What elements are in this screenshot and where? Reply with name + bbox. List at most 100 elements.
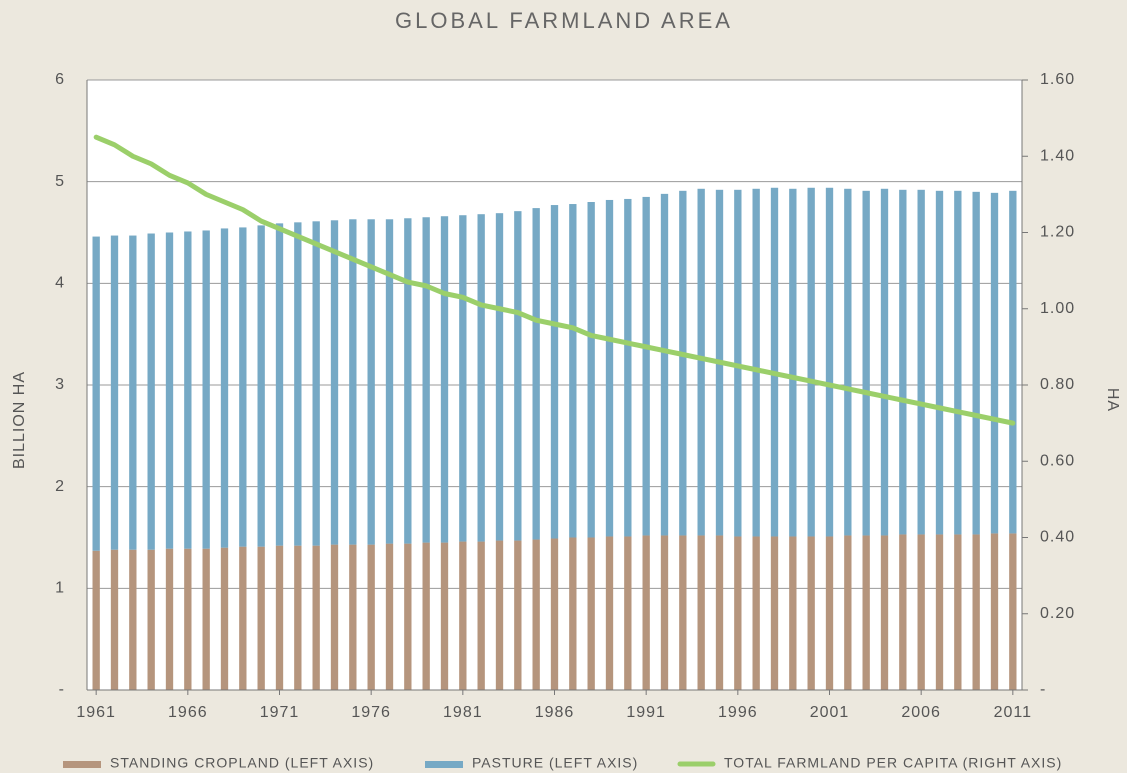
bar [349, 219, 357, 545]
y2-tick-label: 1.40 [1040, 147, 1075, 164]
bar [1009, 533, 1017, 690]
x-tick-label: 1986 [535, 704, 575, 721]
bar [220, 228, 229, 548]
bar [220, 547, 229, 690]
bar [734, 189, 742, 537]
bar [917, 534, 925, 690]
x-tick-label: 2001 [810, 704, 850, 721]
y-tick-label: 2 [55, 478, 65, 495]
bar [385, 219, 394, 544]
bar [404, 218, 412, 544]
bar [642, 196, 650, 536]
bar [275, 223, 284, 546]
y-tick-label: 6 [55, 71, 65, 88]
bar [844, 188, 852, 536]
bar [92, 236, 100, 551]
legend: STANDING CROPLAND (LEFT AXIS) PASTURE (LE… [63, 755, 1062, 771]
bar [202, 548, 210, 690]
bar [569, 537, 577, 690]
bar [789, 536, 797, 690]
bar [459, 215, 467, 542]
x-tick-label: 1981 [443, 704, 483, 721]
bar [990, 192, 999, 534]
y2-tick-label: - [1040, 681, 1046, 698]
bar [367, 219, 375, 545]
bar [679, 535, 687, 690]
bar [972, 534, 980, 690]
bar [587, 202, 595, 538]
bar [660, 535, 669, 690]
bar [569, 204, 577, 538]
x-tick-label: 1966 [168, 704, 208, 721]
bar [165, 232, 174, 549]
bar [184, 548, 192, 690]
x-tick-label: 1991 [626, 704, 666, 721]
bar [880, 188, 889, 536]
bar [587, 537, 595, 690]
bar [349, 544, 357, 690]
bar [624, 536, 632, 690]
bar [275, 545, 284, 690]
bar [660, 193, 669, 536]
bar [752, 536, 760, 690]
bar [697, 535, 705, 690]
x-tick-label: 2006 [901, 704, 941, 721]
bar [239, 546, 247, 690]
bar [239, 227, 247, 547]
bar [789, 188, 797, 537]
bar [807, 536, 815, 690]
bar [312, 545, 320, 690]
bar [899, 534, 907, 690]
bar [385, 543, 394, 690]
x-tick-label: 1996 [718, 704, 758, 721]
bar [165, 548, 174, 690]
y-tick-label: 4 [55, 275, 65, 292]
bar [642, 535, 650, 690]
legend-label: PASTURE (LEFT AXIS) [472, 755, 638, 771]
bar [367, 544, 375, 690]
line [93, 134, 1016, 426]
bar [990, 533, 999, 690]
y-tick-label: 5 [55, 173, 65, 190]
legend-label: STANDING CROPLAND (LEFT AXIS) [110, 755, 374, 771]
bar [129, 235, 137, 550]
bar [202, 230, 210, 549]
bar [679, 190, 687, 536]
x-tick-label: 1961 [76, 704, 116, 721]
x-tick-label: 1976 [351, 704, 391, 721]
bar [330, 220, 339, 545]
bar [1009, 190, 1017, 534]
y-axis-label: BILLION HA [11, 371, 28, 469]
x-tick-label: 2011 [994, 704, 1032, 721]
bar [129, 549, 137, 690]
y2-tick-label: 0.60 [1040, 452, 1075, 469]
bar [477, 214, 485, 542]
legend-label: TOTAL FARMLAND PER CAPITA (RIGHT AXIS) [724, 755, 1062, 771]
bar [514, 211, 522, 541]
bar [752, 188, 760, 537]
bar [844, 535, 852, 690]
bar [404, 543, 412, 690]
bar [532, 208, 540, 540]
bar [110, 235, 119, 550]
bar [550, 205, 559, 539]
bar [532, 539, 540, 690]
bar [110, 549, 119, 690]
bar [294, 222, 302, 546]
bar [459, 541, 467, 690]
y-tick-label: 1 [55, 580, 65, 597]
bar [935, 534, 944, 690]
bar [477, 541, 485, 690]
y-tick-label: 3 [55, 376, 65, 393]
bar [972, 191, 980, 535]
bar [862, 535, 870, 690]
y-tick-label: - [59, 681, 65, 698]
legend-swatch [63, 761, 101, 768]
bar [184, 231, 192, 549]
bar [330, 544, 339, 690]
bar [862, 190, 870, 536]
bar [257, 225, 265, 547]
bar [807, 187, 815, 537]
bar [514, 540, 522, 690]
